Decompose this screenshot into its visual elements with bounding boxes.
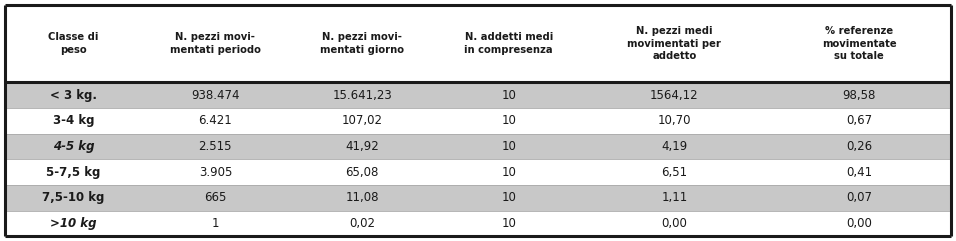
Text: 0,67: 0,67	[846, 114, 872, 127]
Text: 0,00: 0,00	[846, 217, 872, 230]
Text: 2.515: 2.515	[199, 140, 232, 153]
Text: 0,26: 0,26	[846, 140, 872, 153]
Text: 10: 10	[501, 217, 516, 230]
Text: 10: 10	[501, 89, 516, 102]
Text: 65,08: 65,08	[345, 166, 379, 179]
Text: Classe di
peso: Classe di peso	[48, 32, 98, 55]
Text: 4,19: 4,19	[662, 140, 687, 153]
Text: 3.905: 3.905	[199, 166, 232, 179]
Text: 7,5-10 kg: 7,5-10 kg	[42, 191, 104, 204]
Text: 0,02: 0,02	[349, 217, 375, 230]
Text: 6.421: 6.421	[199, 114, 232, 127]
Text: 1564,12: 1564,12	[650, 89, 699, 102]
Text: 1,11: 1,11	[662, 191, 687, 204]
Text: 4-5 kg: 4-5 kg	[53, 140, 94, 153]
Text: % referenze
movimentate
su totale: % referenze movimentate su totale	[821, 26, 897, 61]
Text: 41,92: 41,92	[345, 140, 379, 153]
Text: 10: 10	[501, 191, 516, 204]
Text: >10 kg: >10 kg	[50, 217, 97, 230]
Text: 6,51: 6,51	[662, 166, 687, 179]
Text: 0,07: 0,07	[846, 191, 872, 204]
Text: < 3 kg.: < 3 kg.	[50, 89, 97, 102]
Text: 5-7,5 kg: 5-7,5 kg	[46, 166, 100, 179]
Text: 1: 1	[211, 217, 219, 230]
Text: 665: 665	[205, 191, 227, 204]
Text: 3-4 kg: 3-4 kg	[53, 114, 94, 127]
Text: 938.474: 938.474	[191, 89, 240, 102]
Text: N. pezzi medi
movimentati per
addetto: N. pezzi medi movimentati per addetto	[627, 26, 722, 61]
Text: 15.641,23: 15.641,23	[332, 89, 392, 102]
Text: 11,08: 11,08	[345, 191, 379, 204]
Text: 10: 10	[501, 166, 516, 179]
Text: N. pezzi movi-
mentati giorno: N. pezzi movi- mentati giorno	[320, 32, 404, 55]
Text: N. pezzi movi-
mentati periodo: N. pezzi movi- mentati periodo	[170, 32, 261, 55]
Text: N. addetti medi
in compresenza: N. addetti medi in compresenza	[465, 32, 554, 55]
Text: 10: 10	[501, 114, 516, 127]
Text: 0,00: 0,00	[662, 217, 687, 230]
Text: 10: 10	[501, 140, 516, 153]
Text: 107,02: 107,02	[341, 114, 382, 127]
Text: 0,41: 0,41	[846, 166, 872, 179]
Text: 10,70: 10,70	[658, 114, 691, 127]
Text: 98,58: 98,58	[842, 89, 876, 102]
